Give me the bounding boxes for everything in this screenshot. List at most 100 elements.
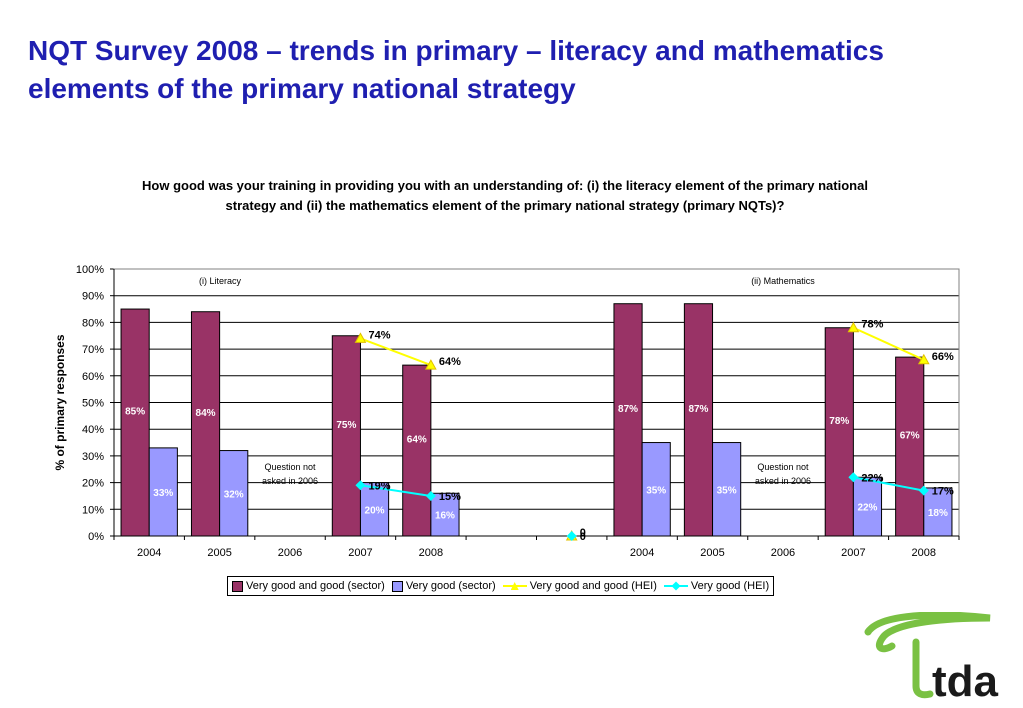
- y-tick-label: 70%: [82, 344, 104, 356]
- logo-text: tda: [932, 657, 999, 702]
- line-marker: [354, 332, 367, 343]
- annotation-text: asked in 2006: [262, 476, 318, 486]
- line-marker: [917, 353, 930, 365]
- line-data-label: 0: [580, 527, 586, 539]
- series-line: [852, 326, 925, 361]
- annotation-text: Question not: [265, 462, 317, 472]
- line-marker: [918, 485, 929, 496]
- line-marker: [566, 531, 577, 541]
- group-label: (i) Literacy: [199, 276, 242, 286]
- bar-data-label: 35%: [717, 485, 737, 496]
- y-tick-label: 10%: [82, 504, 104, 516]
- x-tick-label: 2005: [700, 547, 724, 559]
- bar: [923, 487, 953, 537]
- series-line: [853, 476, 924, 492]
- triangle-marker-icon: [510, 582, 519, 590]
- bar-data-label: 32%: [224, 489, 244, 500]
- line-data-label: 78%: [861, 319, 883, 331]
- bar: [331, 335, 361, 537]
- line-marker: [425, 359, 437, 370]
- x-tick-label: 2006: [771, 547, 795, 559]
- tda-logo: tda: [864, 612, 999, 702]
- y-tick-label: 90%: [82, 291, 104, 303]
- legend-item-sector-good: Very good and good (sector): [232, 580, 385, 592]
- line-data-label: 74%: [368, 329, 390, 341]
- series-line: [360, 337, 432, 367]
- y-tick-label: 30%: [82, 451, 104, 463]
- annotation-text: Question not: [757, 462, 809, 472]
- bar-data-label: 35%: [646, 485, 666, 496]
- legend-label: Very good (sector): [405, 580, 496, 592]
- bar: [895, 356, 925, 537]
- x-tick-label: 2007: [348, 547, 372, 559]
- y-tick-label: 20%: [82, 478, 104, 490]
- y-tick-label: 40%: [82, 424, 104, 436]
- bar-data-label: 18%: [928, 508, 948, 519]
- legend-line-hei-verygood: [663, 581, 688, 591]
- bar: [824, 327, 854, 537]
- legend-line-hei-good: [502, 581, 527, 591]
- bar: [402, 364, 432, 537]
- line-marker: [425, 490, 436, 501]
- bar: [359, 482, 390, 537]
- bar: [430, 492, 460, 537]
- x-tick-label: 2004: [630, 547, 654, 559]
- x-tick-label: 2008: [912, 547, 936, 559]
- bar-data-label: 75%: [336, 420, 356, 431]
- line-data-label: 64%: [439, 356, 461, 368]
- bar-data-label: 22%: [857, 503, 877, 514]
- bar: [190, 311, 221, 537]
- bar-data-label: 20%: [365, 505, 385, 516]
- line-marker: [355, 480, 366, 491]
- bar: [712, 442, 742, 537]
- line-marker: [847, 321, 860, 333]
- bar: [641, 442, 671, 537]
- bar-data-label: 87%: [618, 404, 638, 415]
- line-data-label: 22%: [861, 472, 883, 484]
- bar: [120, 308, 150, 537]
- y-tick-label: 80%: [82, 317, 104, 329]
- y-tick-label: 100%: [76, 264, 104, 276]
- series-line: [360, 484, 432, 497]
- bar: [219, 450, 249, 537]
- legend-swatch-sector-good: [232, 580, 243, 592]
- y-axis-title: % of primary responses: [53, 334, 67, 470]
- group-label: (ii) Mathematics: [751, 276, 815, 286]
- slide-title: NQT Survey 2008 – trends in primary – li…: [28, 35, 884, 104]
- bar: [613, 303, 643, 537]
- legend-label: Very good and good (HEI): [529, 580, 657, 592]
- bar-data-label: 64%: [407, 435, 427, 446]
- y-tick-label: 0%: [88, 531, 104, 543]
- bar-data-label: 87%: [688, 404, 708, 415]
- legend-item-sector-verygood: Very good (sector): [391, 580, 496, 592]
- bar-data-label: 78%: [829, 416, 849, 427]
- line-data-label: 0: [580, 531, 586, 543]
- line-data-label: 17%: [932, 486, 954, 498]
- bar-data-label: 67%: [900, 431, 920, 442]
- x-tick-label: 2008: [419, 547, 443, 559]
- bar: [852, 476, 883, 537]
- y-tick-label: 60%: [82, 371, 104, 383]
- bar-data-label: 16%: [435, 511, 455, 522]
- line-data-label: 19%: [368, 480, 390, 492]
- x-tick-label: 2004: [137, 547, 161, 559]
- bar-data-label: 84%: [196, 408, 216, 419]
- legend-label: Very good and good (sector): [246, 580, 385, 592]
- x-tick-label: 2006: [278, 547, 302, 559]
- bar-data-label: 85%: [125, 407, 145, 418]
- line-marker: [848, 472, 859, 483]
- legend-swatch-sector-verygood: [391, 580, 403, 592]
- line-data-label: 66%: [932, 351, 954, 363]
- logo-swoosh-icon: [864, 612, 991, 653]
- diamond-marker-icon: [671, 581, 681, 591]
- x-tick-label: 2007: [841, 547, 865, 559]
- annotation-text: asked in 2006: [755, 476, 811, 486]
- legend-item-hei-verygood: Very good (HEI): [663, 580, 770, 592]
- bar: [148, 447, 178, 537]
- chart-title: How good was your training in providing …: [142, 178, 868, 213]
- logo-t-stem-icon: [912, 638, 934, 699]
- bar-data-label: 33%: [153, 488, 173, 499]
- legend-label: Very good (HEI): [690, 580, 770, 592]
- y-tick-label: 50%: [82, 398, 104, 410]
